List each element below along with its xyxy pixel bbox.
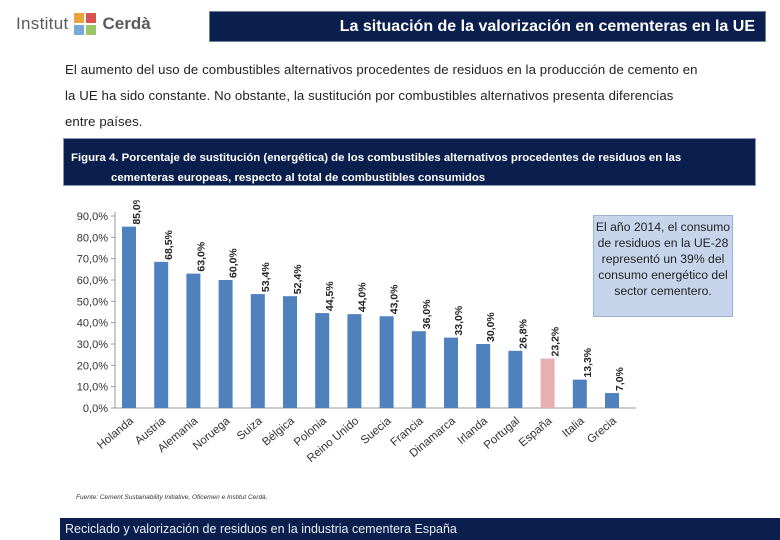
- intro-line: El aumento del uso de combustibles alter…: [65, 62, 698, 77]
- data-label: 23,2%: [550, 326, 562, 356]
- data-label: 63,0%: [195, 241, 207, 271]
- callout-note: El año 2014, el consumo de residuos en l…: [593, 215, 733, 317]
- x-tick-label: Suecia: [359, 415, 394, 447]
- y-tick-label: 10,0%: [77, 382, 108, 394]
- data-label: 68,5%: [163, 229, 175, 259]
- y-tick-label: 40,0%: [77, 318, 108, 330]
- bar-suecia: [379, 316, 394, 408]
- bar-austria: [154, 261, 169, 408]
- bar-italia: [572, 379, 587, 408]
- intro-line: la UE ha sido constante. No obstante, la…: [65, 88, 674, 103]
- y-tick-label: 30,0%: [77, 339, 108, 351]
- y-tick-label: 70,0%: [77, 254, 108, 266]
- data-label: 13,3%: [582, 347, 594, 377]
- footer-bar: Reciclado y valorización de residuos en …: [60, 518, 780, 540]
- bar-alemania: [186, 273, 201, 408]
- bar-dinamarca: [444, 337, 458, 408]
- bar-suiza: [250, 294, 265, 408]
- y-tick-label: 20,0%: [77, 360, 108, 372]
- figure-caption: Figura 4. Porcentaje de sustitución (ene…: [63, 138, 756, 186]
- x-tick-label: España: [517, 415, 555, 450]
- y-tick-label: 80,0%: [77, 232, 108, 244]
- bar-polonia: [315, 313, 330, 408]
- x-tick-label: Grecia: [585, 415, 619, 446]
- x-tick-label: Portugal: [482, 415, 523, 452]
- data-label: 44,5%: [324, 281, 336, 311]
- y-tick-label: 90,0%: [77, 211, 108, 223]
- x-tick-label: Italia: [560, 415, 587, 440]
- bar-francia: [411, 331, 426, 408]
- bar-chart: 0,0% 10,0% 20,0% 30,0% 40,0% 50,0% 60,0% 70,0% 8…: [77, 200, 637, 465]
- page-title: La situación de la valorización en cemen…: [209, 11, 766, 42]
- bar-portugal: [508, 350, 523, 408]
- x-tick-label: Holanda: [95, 415, 136, 452]
- data-label: 30,0%: [485, 312, 497, 342]
- data-label: 43,0%: [389, 284, 401, 314]
- intro-line: entre países.: [65, 114, 143, 129]
- data-label: 33,0%: [453, 305, 465, 335]
- source-note: Fuente: Cement Sustainability Initiative…: [76, 494, 268, 501]
- logo-word-cerda: Cerdà: [102, 14, 151, 33]
- x-tick-label: Noruega: [191, 415, 233, 453]
- logo: Institut Cerdà: [16, 10, 151, 38]
- y-tick-label: 50,0%: [77, 296, 108, 308]
- bar-bélgica: [283, 296, 297, 408]
- y-tick-label: 0,0%: [83, 403, 108, 415]
- data-label: 7,0%: [614, 366, 626, 391]
- figure-caption-line: Figura 4. Porcentaje de sustitución (ene…: [71, 152, 682, 164]
- data-label: 53,4%: [260, 262, 272, 292]
- figure-caption-line: cementeras europeas, respecto al total d…: [111, 172, 486, 184]
- data-label: 36,0%: [421, 299, 433, 329]
- data-label: 85,0%: [131, 200, 143, 225]
- y-tick-label: 60,0%: [77, 275, 108, 287]
- logo-word-institut: Institut: [16, 14, 69, 33]
- bar-noruega: [218, 280, 233, 408]
- x-tick-label: Bélgica: [260, 415, 297, 449]
- data-label: 60,0%: [228, 248, 240, 278]
- logo-mark-icon: [74, 13, 97, 35]
- intro-paragraph: El aumento del uso de combustibles alter…: [65, 57, 755, 135]
- bar-españa: [540, 358, 555, 408]
- data-label: 44,0%: [356, 282, 368, 312]
- data-label: 26,8%: [517, 318, 529, 348]
- bar-grecia: [605, 393, 619, 408]
- bar-holanda: [122, 226, 136, 408]
- bar-irlanda: [476, 344, 491, 408]
- data-label: 52,4%: [292, 264, 304, 294]
- bar-reino-unido: [347, 314, 362, 408]
